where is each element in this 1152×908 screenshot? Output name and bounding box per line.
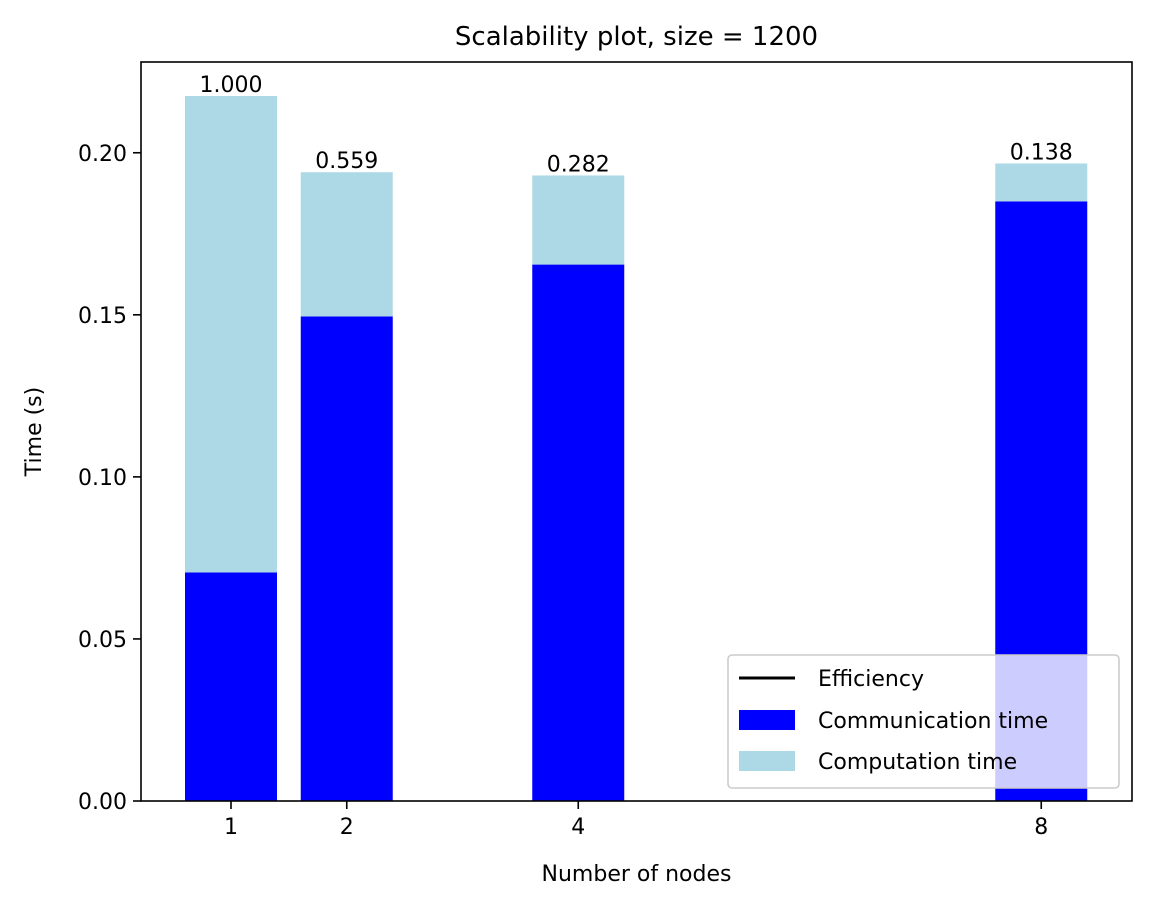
x-tick-label: 4 <box>571 815 585 840</box>
x-axis-label: Number of nodes <box>542 862 732 887</box>
y-axis-label: Time (s) <box>22 387 47 477</box>
y-axis: 0.00 0.05 0.10 0.15 0.20 <box>78 142 141 815</box>
legend: Efficiency Communication time Computation … <box>727 654 1120 789</box>
plot-frame <box>140 61 1133 802</box>
x-tick-label: 2 <box>340 815 354 840</box>
efficiency-label-8: 0.138 <box>1010 140 1073 165</box>
computation-bar-4 <box>532 175 625 265</box>
y-tick-label: 0.10 <box>78 466 127 491</box>
chart-title: Scalability plot, size = 1200 <box>455 22 818 52</box>
x-tick-label: 1 <box>224 815 238 840</box>
communication-legend-swatch <box>739 710 795 730</box>
y-tick-label: 0.00 <box>78 790 127 815</box>
data-labels-layer: 1.000 0.559 0.282 0.138 <box>200 73 1073 177</box>
x-axis: 1 2 4 8 <box>224 801 1048 840</box>
legend-frame <box>727 654 1120 789</box>
y-tick-label: 0.20 <box>78 142 127 167</box>
legend-label: Computation time <box>818 750 1017 775</box>
efficiency-label-4: 0.282 <box>547 152 610 177</box>
communication-bar-2 <box>300 316 393 801</box>
y-tick-label: 0.05 <box>78 628 127 653</box>
computation-bar-8 <box>995 163 1088 202</box>
computation-bar-2 <box>300 172 393 317</box>
x-tick-label: 8 <box>1034 815 1048 840</box>
computation-legend-swatch <box>739 751 795 771</box>
legend-label: Communication time <box>818 709 1048 734</box>
efficiency-label-1: 1.000 <box>200 73 263 98</box>
legend-label: Efficiency <box>818 667 924 692</box>
efficiency-label-2: 0.559 <box>315 149 378 174</box>
y-tick-label: 0.15 <box>78 304 127 329</box>
communication-bar-4 <box>532 264 625 801</box>
computation-bar-1 <box>185 96 277 573</box>
communication-bar-1 <box>185 572 277 801</box>
